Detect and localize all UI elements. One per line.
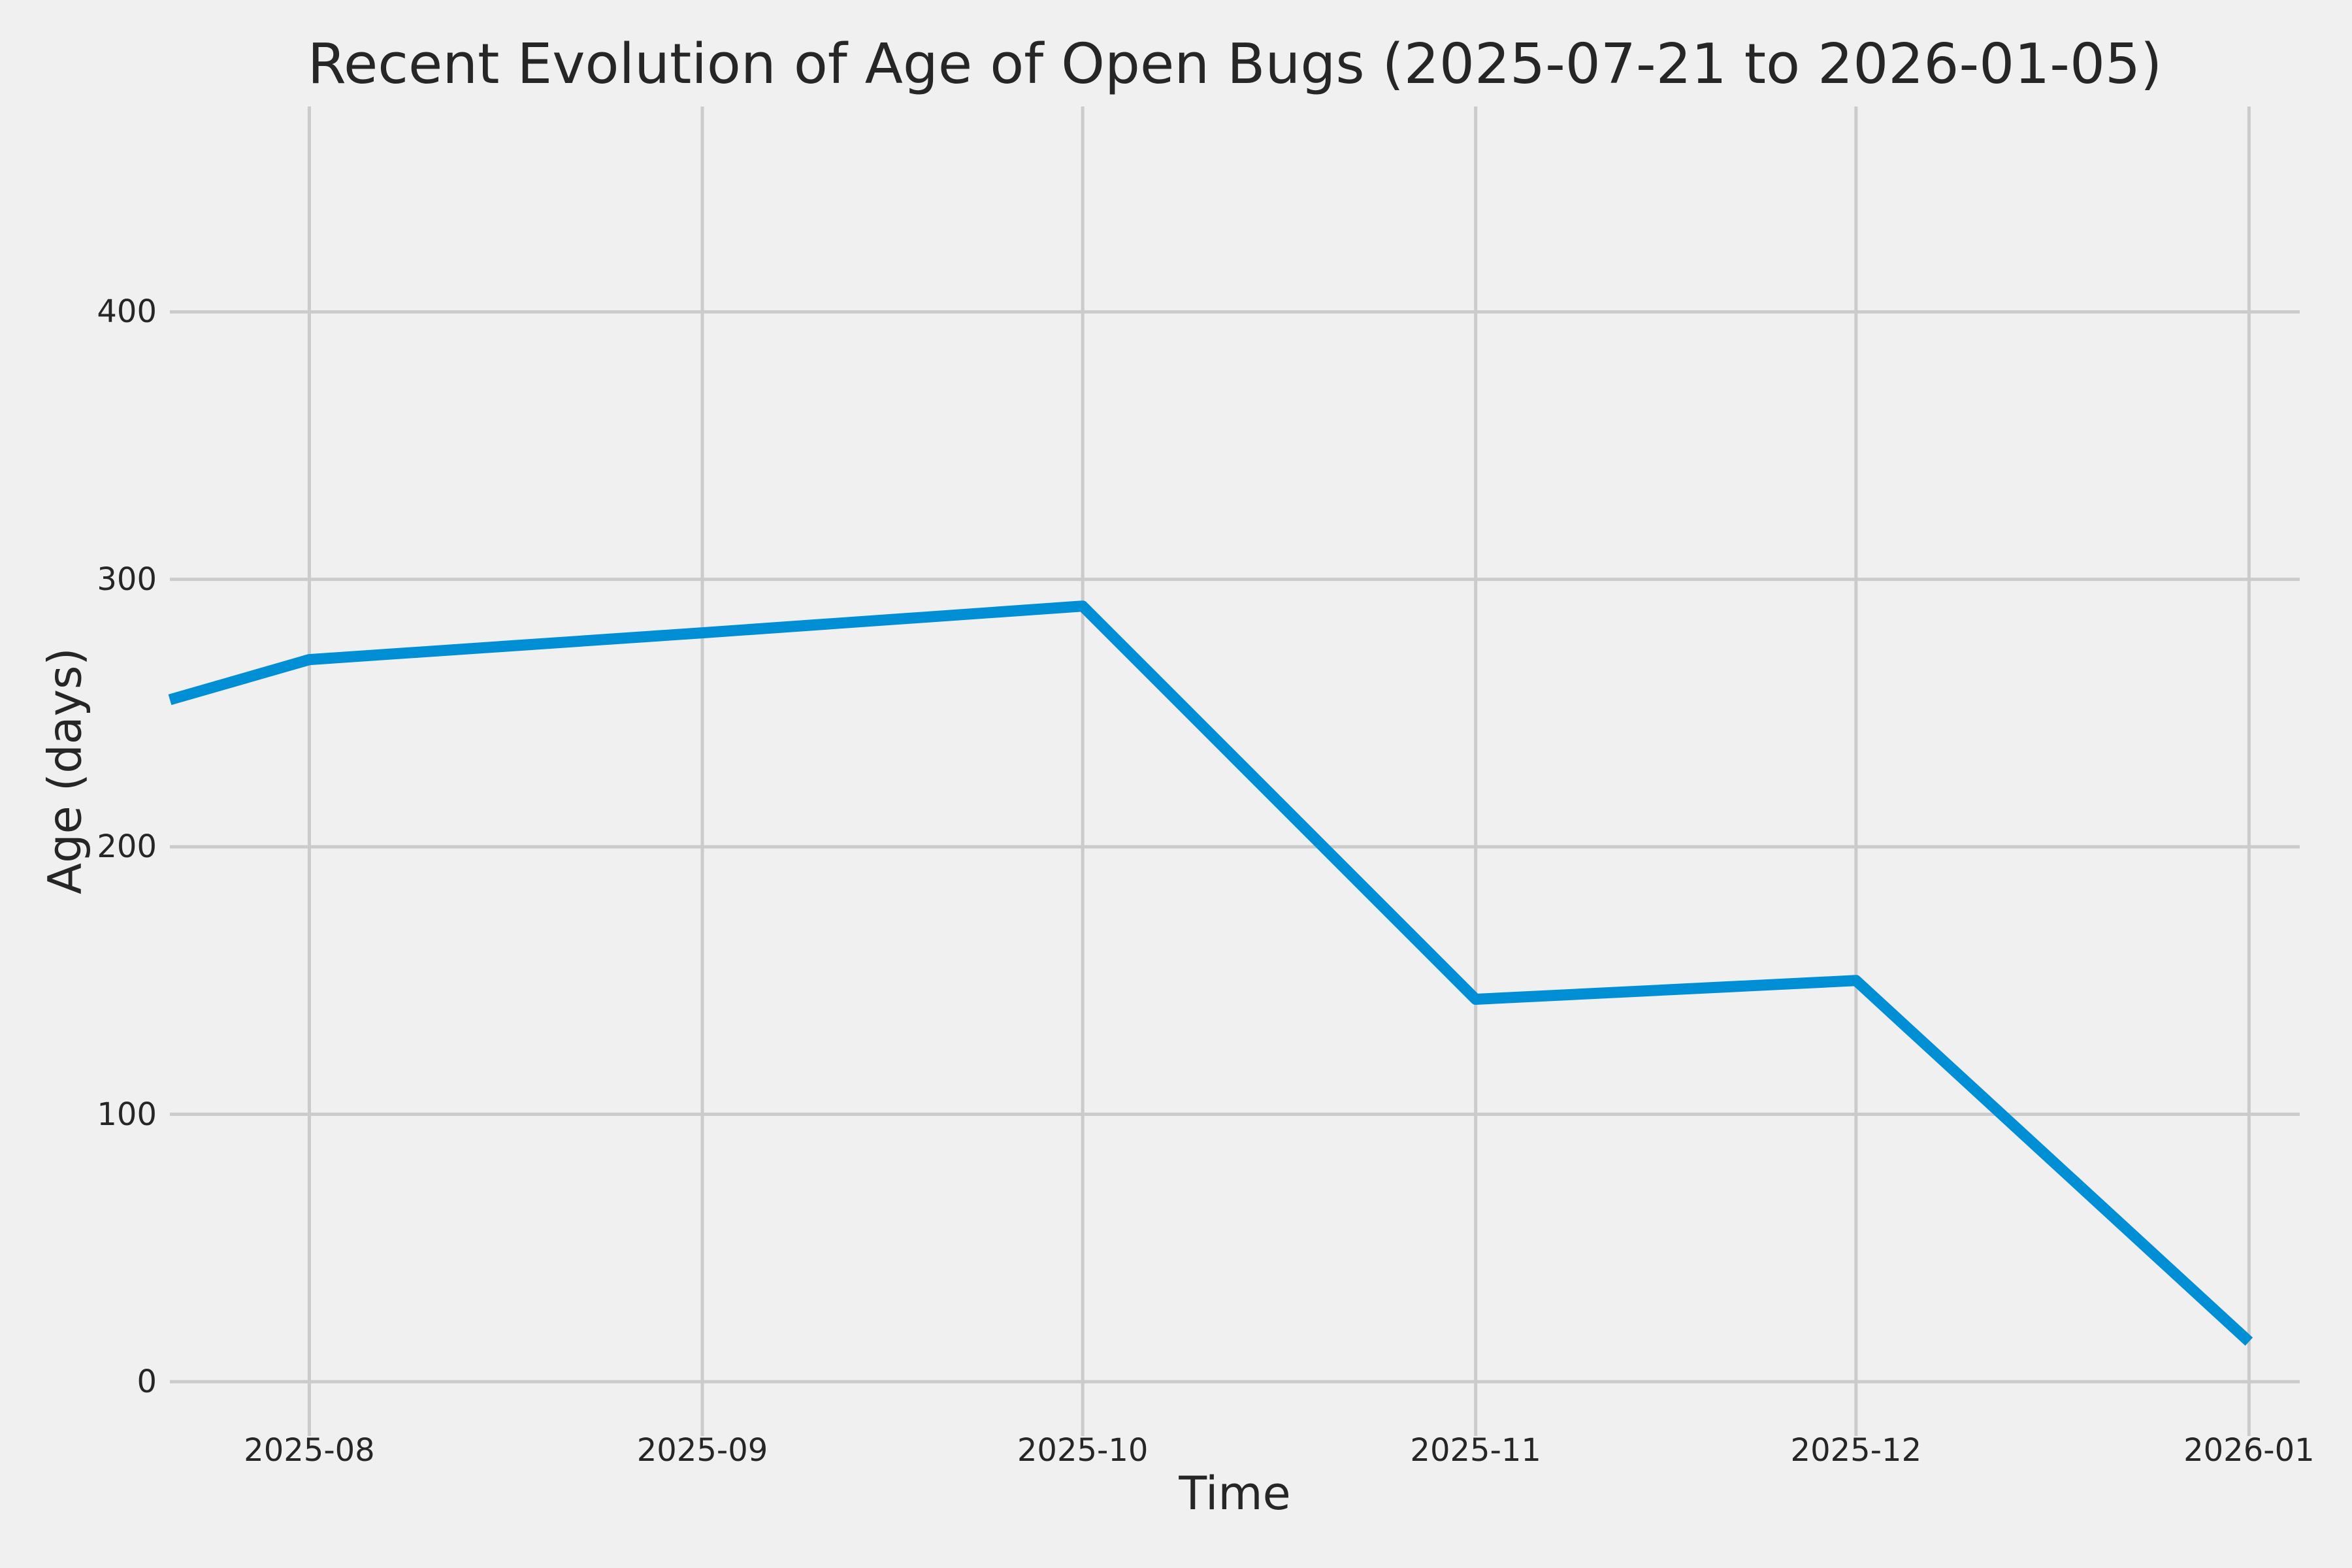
- x-tick-label: 2025-08: [244, 1432, 375, 1469]
- data-series-layer: [168, 600, 2253, 1346]
- chart-title: Recent Evolution of Age of Open Bugs (20…: [307, 32, 2163, 97]
- x-tick-label: 2025-10: [1017, 1432, 1149, 1469]
- y-tick-label: 100: [97, 1096, 157, 1133]
- y-tick-label: 400: [97, 293, 157, 331]
- x-tick-label: 2025-12: [1790, 1432, 1922, 1469]
- y-tick-label: 300: [97, 561, 157, 598]
- age-of-open-bugs-line: [168, 600, 2253, 1346]
- y-tick-label: 200: [97, 828, 157, 866]
- y-axis-label: Age (days): [38, 647, 92, 894]
- x-tick-label: 2025-11: [1410, 1432, 1541, 1469]
- x-axis-label: Time: [1179, 1467, 1291, 1520]
- x-tick-label: 2026-01: [2183, 1432, 2315, 1469]
- y-tick-label: 0: [137, 1363, 157, 1400]
- x-tick-label: 2025-09: [636, 1432, 768, 1469]
- gridlines: [170, 106, 2300, 1436]
